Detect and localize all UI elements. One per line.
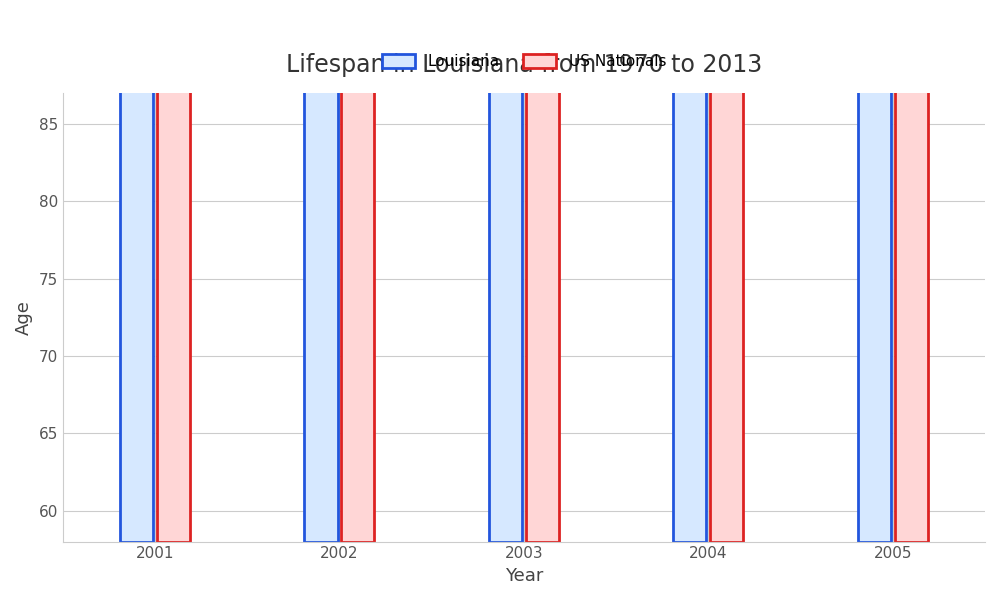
- Bar: [858, 0, 891, 542]
- Bar: [304, 0, 338, 542]
- Bar: [157, 0, 190, 542]
- Legend: Louisiana, US Nationals: Louisiana, US Nationals: [374, 47, 674, 77]
- Bar: [895, 0, 928, 542]
- Y-axis label: Age: Age: [15, 300, 33, 335]
- Bar: [120, 0, 153, 542]
- Bar: [673, 0, 706, 542]
- Bar: [526, 0, 559, 542]
- Bar: [710, 0, 743, 542]
- Bar: [489, 0, 522, 542]
- Bar: [341, 0, 374, 542]
- X-axis label: Year: Year: [505, 567, 543, 585]
- Title: Lifespan in Louisiana from 1970 to 2013: Lifespan in Louisiana from 1970 to 2013: [286, 53, 762, 77]
